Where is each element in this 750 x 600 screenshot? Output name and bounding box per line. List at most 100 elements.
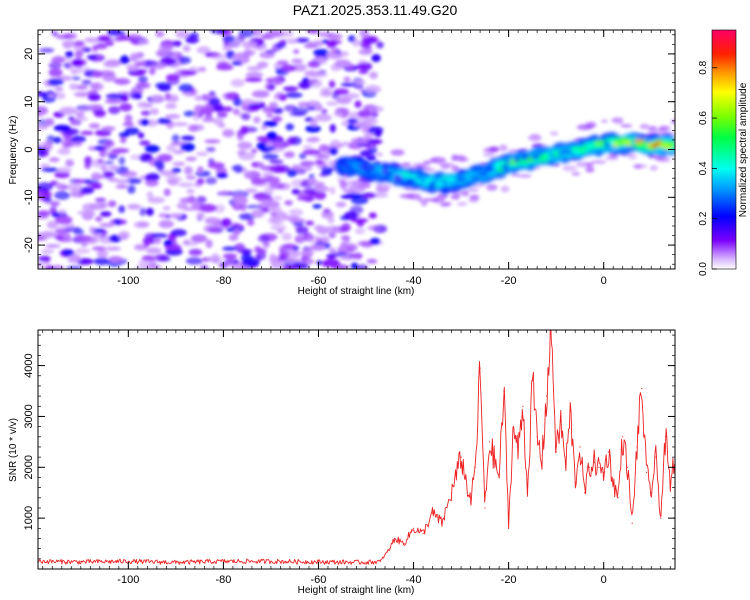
noise-blob [349,205,364,215]
snr-point [508,522,510,524]
noise-blob [329,186,336,195]
noise-blob [133,221,149,229]
x-tick-label: 0 [601,574,607,586]
noise-blob [186,188,195,194]
noise-blob [176,202,188,210]
noise-blob [170,229,187,237]
snr-frame [37,329,676,570]
noise-blob [137,39,150,45]
y-tick-label: 4000 [23,353,35,377]
noise-blob [127,203,141,210]
signal-blob [415,174,423,180]
noise-blob [41,191,53,198]
noise-blob [262,120,278,127]
x-tick-label: -40 [406,275,422,287]
noise-blob [171,134,180,143]
noise-blob [175,30,190,39]
signal-blob [402,171,411,177]
noise-blob [351,38,362,47]
snr-point [222,560,224,563]
noise-blob [251,161,265,168]
noise-blob [101,126,116,132]
noise-blob [118,31,126,37]
noise-blob [270,224,287,231]
noise-blob [314,191,326,200]
noise-blob [370,110,379,119]
noise-blob [61,40,78,47]
noise-blob [500,185,510,193]
noise-blob [154,237,162,245]
x-tick-label: -100 [117,574,139,586]
noise-blob [374,192,389,198]
noise-blob [314,186,330,193]
noise-blob [358,48,373,56]
noise-blob [279,250,290,258]
colorbar-tick-label: 0.8 [698,60,709,74]
noise-blob [119,170,138,178]
x-tick-label: -100 [117,275,139,287]
noise-blob [190,234,207,243]
x-tick-label: -80 [215,275,231,287]
signal-blob [548,153,556,159]
noise-blob [166,144,176,153]
noise-blob [99,149,107,158]
noise-blob [164,244,182,251]
noise-blob [181,135,195,141]
noise-blob [43,140,53,149]
noise-blob [315,159,325,165]
noise-blob [268,101,279,109]
signal-blob [669,143,675,149]
noise-blob [351,144,363,150]
noise-blob [431,196,445,204]
signal-blob [630,139,636,145]
noise-blob [124,114,133,123]
noise-blob [473,183,485,188]
noise-blob [57,225,72,231]
noise-blob [369,71,378,80]
noise-blob [126,65,139,72]
noise-blob [212,117,224,126]
snr-point [593,461,595,463]
noise-blob [236,248,253,254]
noise-blob [241,102,249,111]
signal-blob [359,164,368,170]
noise-blob [49,157,60,163]
noise-blob [139,207,146,217]
noise-blob [367,225,380,231]
noise-blob [197,166,204,173]
noise-blob [97,158,104,164]
snr-point [484,507,486,509]
spectrogram-xlabel: Height of straight line (km) [298,286,415,297]
noise-blob [365,37,377,44]
noise-blob [322,258,340,267]
noise-blob [38,182,54,191]
noise-blob [139,140,151,146]
snr-point [622,436,624,438]
noise-blob [75,50,84,58]
snr-point [403,543,405,545]
noise-blob [354,228,366,235]
noise-blob [216,64,234,71]
noise-blob [233,164,244,174]
noise-blob [59,106,78,116]
noise-blob [576,124,593,131]
colorbar-label: Normalized spectral amplitude [738,82,749,217]
noise-blob [585,162,594,167]
noise-blob [320,236,330,245]
noise-blob [341,141,350,146]
noise-blob [137,132,145,139]
noise-blob [251,90,270,98]
noise-blob [241,258,260,267]
noise-blob [238,152,255,161]
noise-blob [103,61,120,68]
noise-blob [486,184,498,191]
noise-blob [182,44,191,53]
noise-blob [228,234,239,241]
y-tick-label: 0 [23,146,35,152]
noise-blob [306,235,322,244]
noise-blob [54,215,73,225]
noise-blob [53,124,71,132]
noise-blob [204,217,220,225]
noise-blob [196,46,211,54]
noise-blob [147,196,166,204]
